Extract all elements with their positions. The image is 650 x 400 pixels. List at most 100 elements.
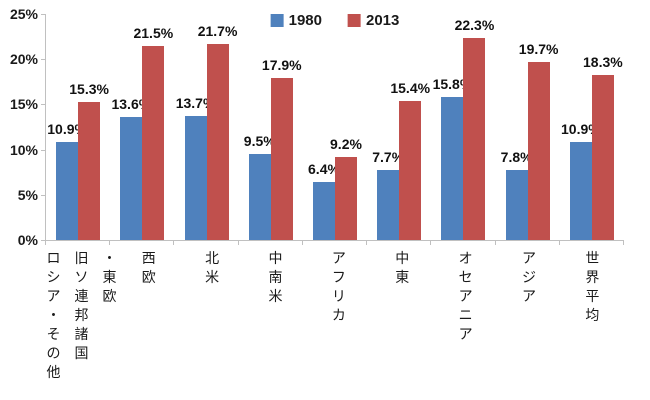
y-tick-mark [41,240,46,241]
bar-group: 7.8% 19.7% [496,14,560,240]
bar-pair: 9.5% 17.9% [244,57,302,240]
value-label-1980: 13.6% [111,96,152,113]
category-label-char: 東 [395,269,410,285]
category-label-column: アジア [521,249,536,382]
category-label: 中東 [371,249,434,382]
bar-1980: 15.8% [433,76,472,240]
bar-1980: 10.9% [561,121,601,240]
category-label-char: そ [46,326,61,342]
category-label-char: ア [521,288,536,304]
bar-1980: 13.7% [176,95,215,240]
category-label-column: アフリカ [331,249,346,382]
x-tick-mark [173,240,175,245]
legend-item-1980: 1980 [270,12,322,29]
y-axis-line [45,14,46,240]
category-label-char: 旧 [74,250,89,266]
bar-group: 13.7% 21.7% [174,14,238,240]
category-label: 北米 [180,249,243,382]
x-tick-mark [623,240,624,245]
category-label-char: 中 [268,250,283,266]
bar-2013: 9.2% [330,136,362,240]
category-label-column: 中南米 [268,249,283,382]
category-label-char: 北 [205,250,220,266]
category-label-char: 欧 [102,288,117,304]
bar-pair: 13.7% 21.7% [176,23,237,240]
value-label-2013: 21.5% [133,24,174,41]
value-label-1980: 9.5% [243,133,276,150]
x-axis-line [45,240,624,241]
category-label: アジア [497,249,560,382]
value-label-1980: 6.4% [308,161,340,178]
value-label-1980: 13.7% [175,95,216,112]
category-label-column: オセアニア [458,249,473,382]
y-tick-label: 20% [9,51,38,68]
category-label-char: ア [521,250,536,266]
plot-area: 10.9% 15.3% 13.6% 21.5% 13.7% 21.7% 9.5% 17.9% 6… [46,14,624,240]
bar-pair: 6.4% 9.2% [308,136,362,240]
category-label: ロシア・その他旧ソ連邦諸国・東欧 [46,249,117,382]
category-label-char: ア [331,250,346,266]
bar-group: 7.7% 15.4% [367,14,431,240]
value-label-1980: 15.8% [432,76,473,93]
category-label-column: 中東 [395,249,410,382]
category-label-char: 南 [268,269,283,285]
category-label: オセアニア [434,249,497,382]
x-tick-mark [430,240,432,245]
category-label-char: ア [458,288,473,304]
x-tick-mark [301,240,303,245]
category-label-char: ア [458,326,473,342]
bar-2013: 18.3% [583,54,623,240]
category-label-char: ロ [46,250,61,266]
category-label-char: 西 [141,250,156,266]
category-label-char: ア [46,288,61,304]
category-label-char: 均 [585,307,600,323]
category-label-char: ジ [521,269,536,285]
category-label-char: 世 [585,250,600,266]
y-tick-mark [41,194,46,196]
legend-swatch-2013 [348,14,361,27]
bar-2013: 17.9% [262,57,302,240]
value-label-1980: 10.9% [561,120,601,137]
value-label-2013: 15.3% [69,80,109,97]
category-label-column: 西欧 [141,249,156,382]
category-label-column: 北米 [205,249,220,382]
category-label-char: 東 [102,269,117,285]
category-label-char: ・ [102,250,117,266]
category-label-char: シ [46,269,61,285]
legend-label-1980: 1980 [288,12,322,29]
category-label-char: 中 [395,250,410,266]
bar-pair: 13.6% 21.5% [111,25,173,240]
bar-2013: 21.7% [198,23,237,240]
value-label-2013: 17.9% [261,57,302,74]
category-label-char: 欧 [141,269,156,285]
bar-2013: 21.5% [133,25,173,240]
bar-pair: 10.9% 15.3% [47,81,109,240]
y-tick-mark [41,59,46,61]
category-axis-labels: ロシア・その他旧ソ連邦諸国・東欧西欧北米中南米アフリカ中東オセアニアアジア世界平… [46,249,624,382]
category-label-char: 平 [585,288,600,304]
x-tick-mark [494,240,496,245]
category-label: 世界平均 [561,249,624,382]
x-tick-mark [366,240,368,245]
category-label-char: 連 [74,288,89,304]
category-label-char: の [46,345,61,361]
value-label-2013: 15.4% [390,79,431,96]
y-tick-label: 15% [9,96,38,113]
category-label-char: 他 [46,364,61,380]
category-label-column: 世界平均 [585,249,600,382]
category-label-char: セ [458,269,473,285]
category-label-char: カ [331,307,346,323]
bar-1980: 7.8% [501,149,533,240]
category-label-char: ソ [74,269,89,285]
bar-1980: 9.5% [244,133,276,240]
bar-group: 6.4% 9.2% [303,14,367,240]
value-label-2013: 21.7% [197,22,238,39]
bar-pair: 7.8% 19.7% [501,41,558,240]
bar-1980: 7.7% [372,149,404,240]
category-label-char: 諸 [74,326,89,342]
y-tick-mark [41,104,46,106]
bar-pair: 15.8% 22.3% [433,17,494,240]
y-tick-mark [41,14,46,15]
category-label-char: 米 [268,288,283,304]
